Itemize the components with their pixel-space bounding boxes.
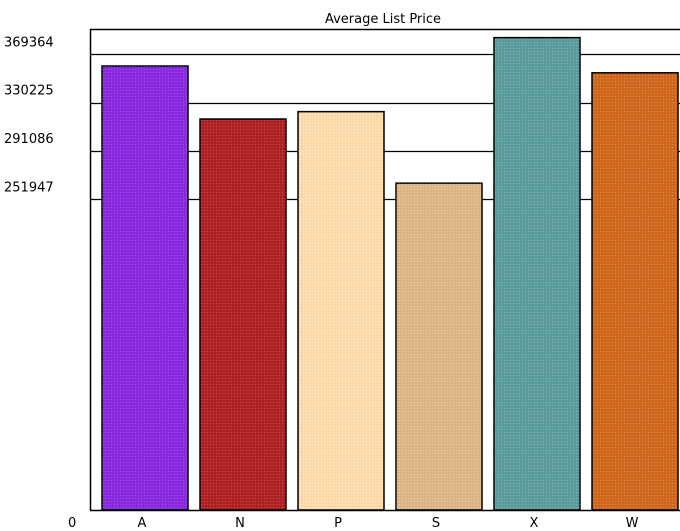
y-tick-label: 291086	[4, 132, 54, 147]
bar-texture	[396, 183, 482, 510]
y-axis-ticks: 0 251947 291086 330225 369364	[4, 35, 76, 531]
y-tick-label: 330225	[4, 84, 54, 99]
x-tick-label: S	[432, 516, 440, 531]
x-tick-label: A	[138, 516, 147, 531]
x-tick-label: P	[334, 516, 342, 531]
plot-frame	[89, 28, 680, 512]
bar-texture	[102, 66, 188, 510]
bar-texture	[298, 111, 384, 510]
bar-texture	[494, 37, 580, 511]
chart-title: Average List Price	[325, 12, 441, 27]
x-tick-label: X	[530, 516, 539, 531]
bar-texture	[200, 119, 286, 511]
y-tick-label: 0	[68, 516, 76, 531]
x-tick-label: W	[626, 516, 639, 531]
bars	[101, 36, 679, 511]
bar-texture	[592, 72, 678, 511]
y-tick-label: 251947	[4, 180, 54, 195]
x-tick-label: N	[235, 516, 245, 531]
y-tick-label: 369364	[4, 35, 54, 50]
